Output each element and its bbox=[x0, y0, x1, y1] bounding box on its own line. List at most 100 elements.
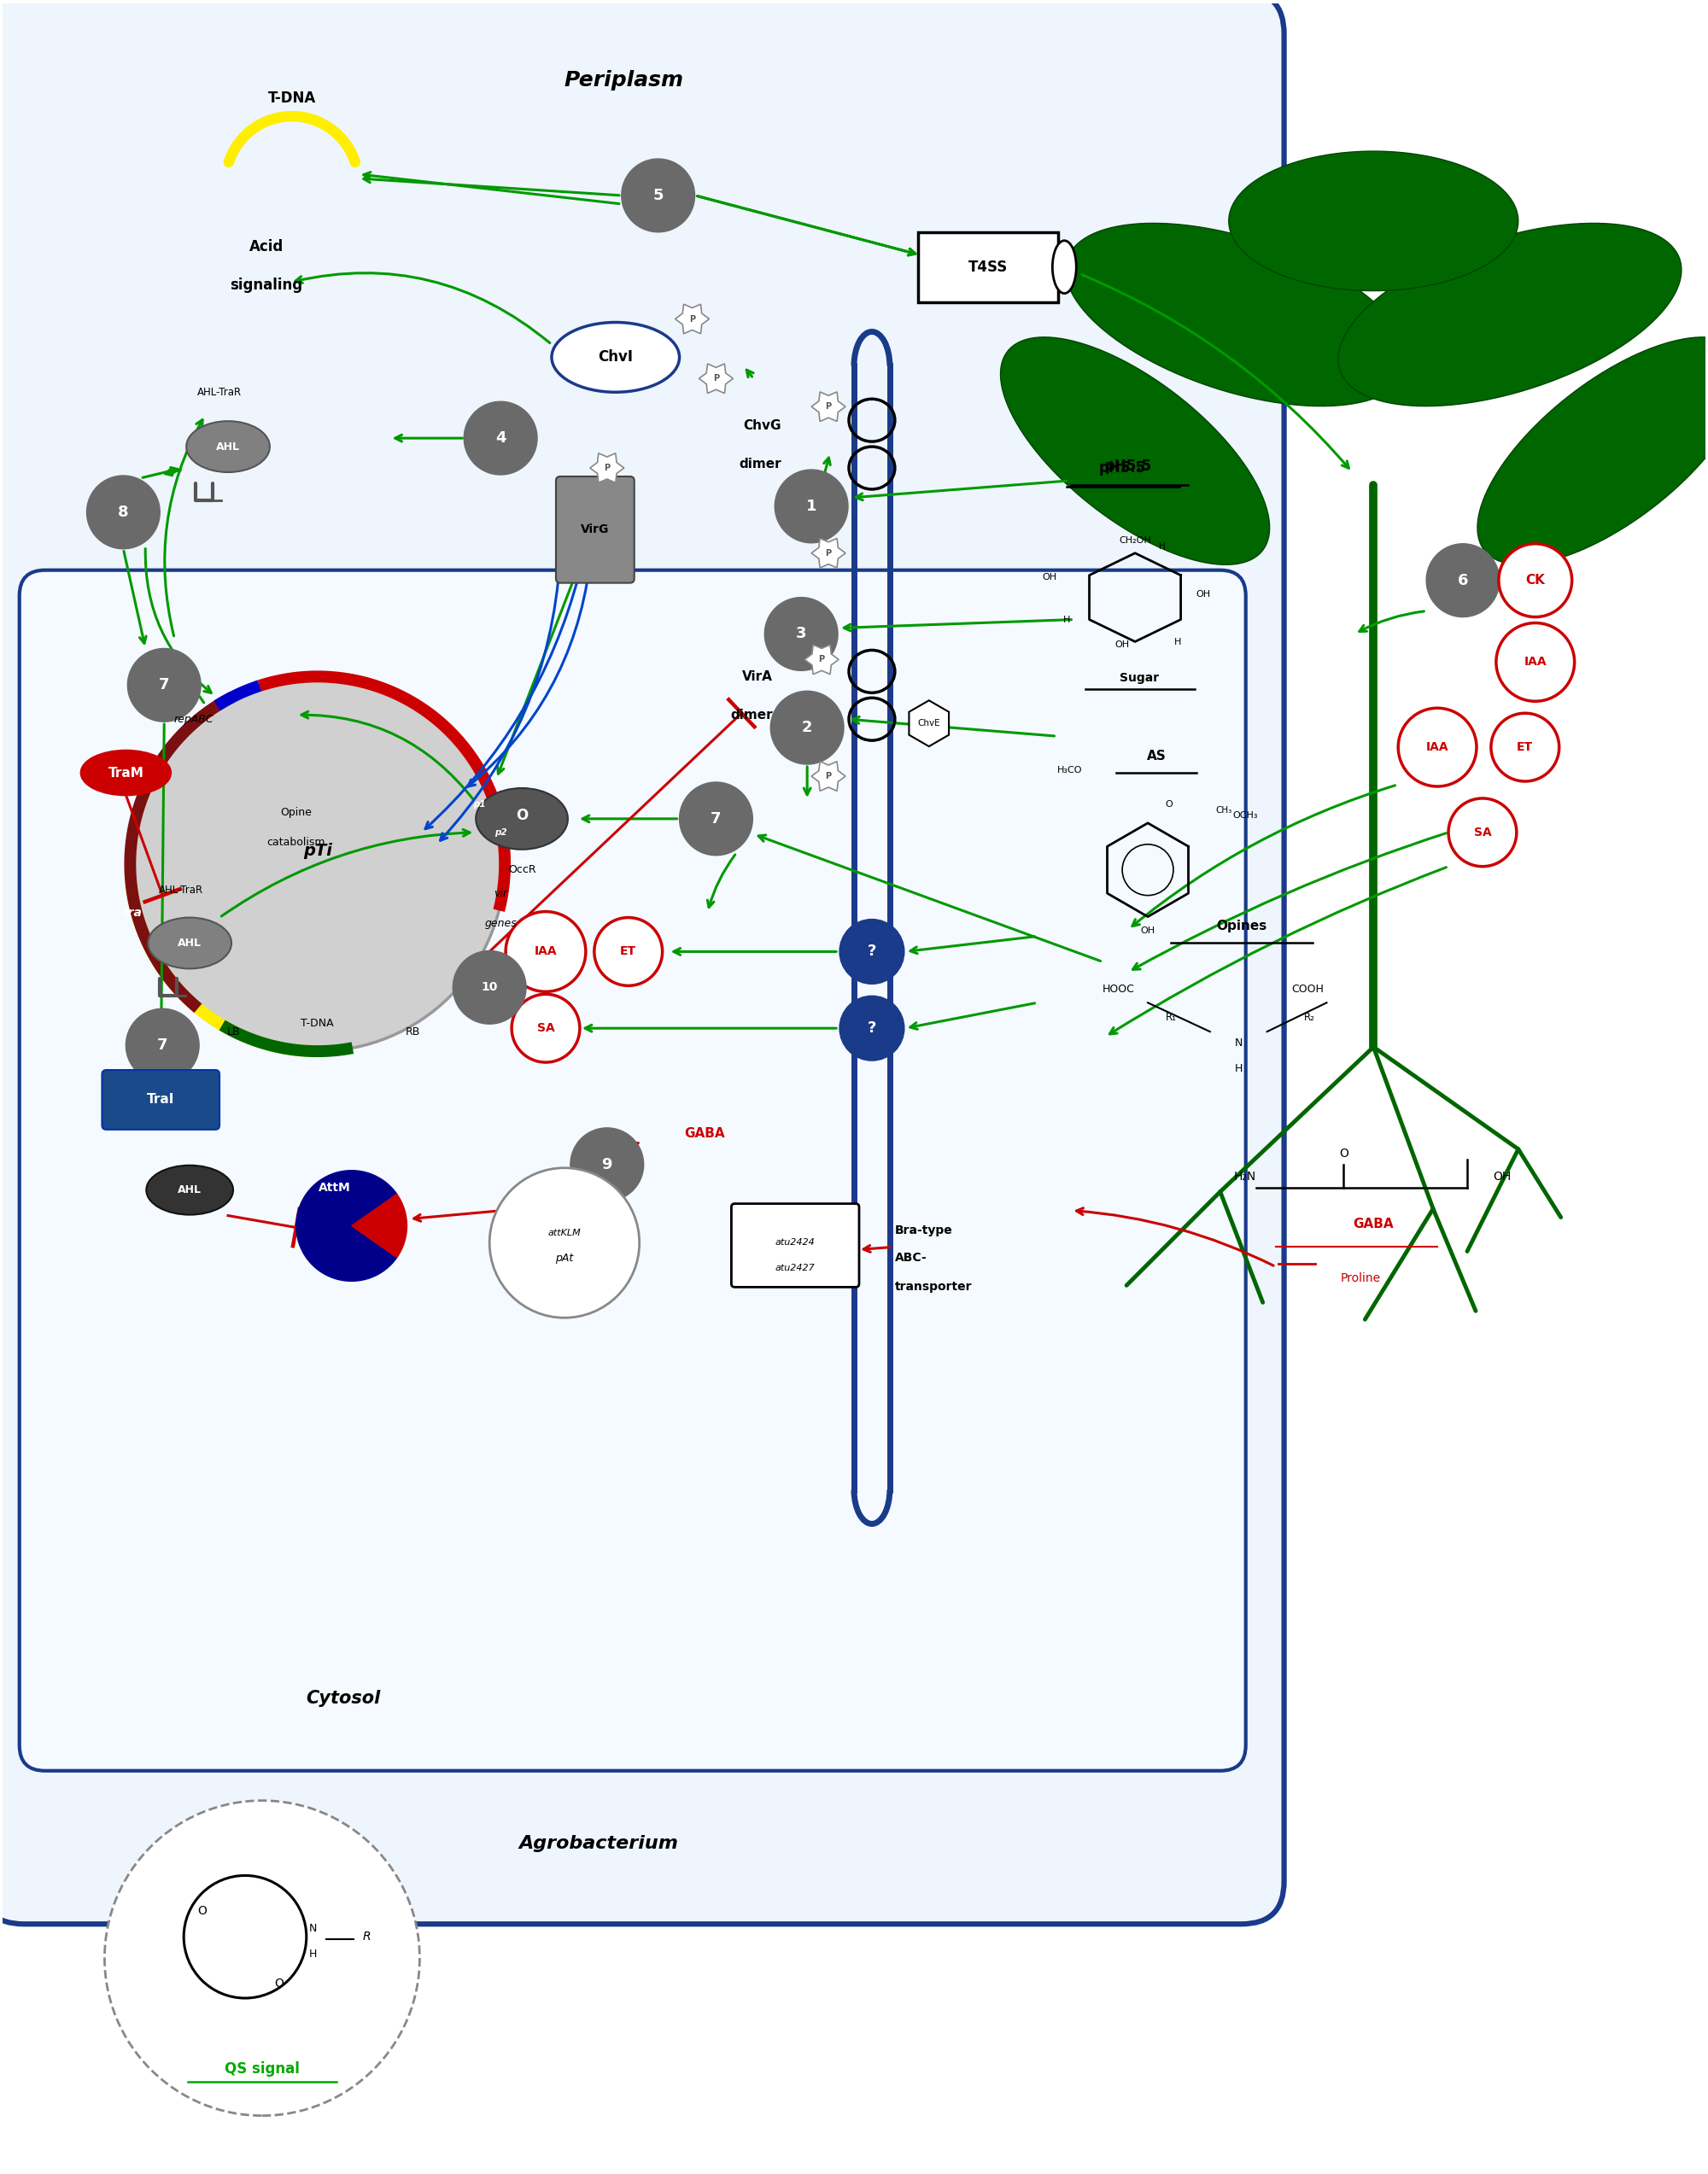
Text: O: O bbox=[275, 1978, 284, 1989]
Text: TraI: TraI bbox=[147, 1094, 174, 1107]
Circle shape bbox=[490, 1167, 639, 1317]
Text: H₃CO: H₃CO bbox=[1057, 765, 1083, 774]
Text: IAA: IAA bbox=[1426, 741, 1448, 752]
Text: 8: 8 bbox=[118, 504, 128, 520]
Circle shape bbox=[128, 648, 202, 722]
Text: catabolism: catabolism bbox=[266, 837, 326, 848]
Circle shape bbox=[506, 911, 586, 991]
Circle shape bbox=[622, 159, 695, 233]
Text: H: H bbox=[1160, 541, 1165, 550]
Ellipse shape bbox=[552, 322, 680, 391]
Polygon shape bbox=[1066, 224, 1409, 407]
Polygon shape bbox=[675, 304, 709, 333]
Text: VirG: VirG bbox=[581, 524, 610, 535]
Text: OccR: OccR bbox=[507, 863, 536, 874]
Text: attKLM: attKLM bbox=[548, 1228, 581, 1237]
Text: QS signal: QS signal bbox=[224, 2061, 299, 2076]
Circle shape bbox=[775, 470, 849, 544]
Text: GABA: GABA bbox=[685, 1128, 726, 1139]
Text: AttM: AttM bbox=[318, 1180, 350, 1194]
Text: OH: OH bbox=[1196, 589, 1211, 598]
FancyBboxPatch shape bbox=[917, 233, 1059, 302]
Circle shape bbox=[1491, 713, 1559, 780]
Text: p1: p1 bbox=[473, 800, 485, 809]
Text: repABC: repABC bbox=[174, 713, 214, 724]
Text: P: P bbox=[818, 654, 825, 663]
Text: H: H bbox=[1173, 639, 1182, 648]
Text: Cytosol: Cytosol bbox=[306, 1689, 381, 1707]
Text: dimer: dimer bbox=[731, 709, 774, 722]
Ellipse shape bbox=[1052, 241, 1076, 293]
Text: pH5.5: pH5.5 bbox=[1098, 461, 1146, 476]
Text: AHL-TraR: AHL-TraR bbox=[159, 885, 203, 896]
Circle shape bbox=[680, 783, 753, 854]
Text: O: O bbox=[198, 1904, 207, 1917]
Text: p2: p2 bbox=[494, 828, 507, 837]
Text: ChvE: ChvE bbox=[917, 720, 941, 728]
Circle shape bbox=[104, 1800, 420, 2115]
Text: ChvG: ChvG bbox=[743, 420, 782, 433]
Text: T-DNA: T-DNA bbox=[268, 91, 316, 107]
Text: atu2424: atu2424 bbox=[775, 1239, 815, 1248]
Text: genes: genes bbox=[485, 917, 518, 928]
Ellipse shape bbox=[477, 789, 567, 850]
Text: Proline: Proline bbox=[1341, 1272, 1380, 1285]
Text: 7: 7 bbox=[711, 811, 721, 826]
Text: Periplasm: Periplasm bbox=[564, 70, 683, 91]
Text: HOOC: HOOC bbox=[1103, 983, 1136, 996]
Ellipse shape bbox=[147, 1165, 234, 1215]
Polygon shape bbox=[1337, 224, 1681, 407]
Text: TraM: TraM bbox=[108, 767, 143, 778]
Text: ChvI: ChvI bbox=[598, 350, 634, 365]
Circle shape bbox=[840, 920, 904, 985]
Text: OH: OH bbox=[1141, 926, 1155, 935]
Text: P: P bbox=[688, 315, 695, 324]
Polygon shape bbox=[811, 539, 845, 567]
Text: N: N bbox=[309, 1922, 318, 1935]
Text: OH: OH bbox=[1042, 572, 1057, 580]
Circle shape bbox=[87, 476, 161, 548]
Circle shape bbox=[840, 996, 904, 1061]
Text: O: O bbox=[1165, 800, 1173, 809]
Text: OH: OH bbox=[1493, 1170, 1512, 1183]
Text: OCH₃: OCH₃ bbox=[1233, 811, 1259, 820]
Text: ET: ET bbox=[620, 946, 637, 957]
Text: Bra-type: Bra-type bbox=[895, 1224, 953, 1237]
Circle shape bbox=[765, 598, 839, 670]
Text: 3: 3 bbox=[796, 626, 806, 641]
Text: vir: vir bbox=[494, 889, 507, 900]
Text: H: H bbox=[1235, 1063, 1243, 1074]
Text: N: N bbox=[1235, 1037, 1243, 1048]
Text: T-DNA: T-DNA bbox=[301, 1017, 335, 1028]
FancyBboxPatch shape bbox=[555, 476, 634, 583]
FancyBboxPatch shape bbox=[102, 1070, 220, 1130]
Circle shape bbox=[465, 402, 538, 474]
Text: 5: 5 bbox=[652, 187, 663, 202]
Text: AHL: AHL bbox=[217, 441, 241, 452]
Text: transporter: transporter bbox=[895, 1280, 972, 1294]
Text: P: P bbox=[712, 374, 719, 383]
Text: H: H bbox=[309, 1948, 318, 1959]
Text: AHL: AHL bbox=[178, 937, 202, 948]
Text: P: P bbox=[605, 463, 610, 472]
Text: P: P bbox=[825, 548, 832, 557]
Text: R₂: R₂ bbox=[1305, 1011, 1315, 1022]
Text: RB: RB bbox=[405, 1026, 420, 1037]
Polygon shape bbox=[811, 391, 845, 422]
Polygon shape bbox=[811, 761, 845, 791]
Text: O: O bbox=[516, 809, 528, 824]
Text: COOH: COOH bbox=[1291, 983, 1324, 996]
Text: OH: OH bbox=[1115, 641, 1129, 650]
Polygon shape bbox=[589, 452, 623, 483]
Wedge shape bbox=[295, 1170, 396, 1280]
Text: Acid: Acid bbox=[249, 239, 284, 254]
Text: H: H bbox=[1064, 615, 1071, 624]
Text: VirA: VirA bbox=[743, 670, 774, 683]
Circle shape bbox=[130, 676, 506, 1052]
Text: ABC-: ABC- bbox=[895, 1252, 927, 1263]
Text: IAA: IAA bbox=[1524, 657, 1547, 667]
Text: ET: ET bbox=[1517, 741, 1534, 752]
Text: SA: SA bbox=[536, 1022, 555, 1035]
Polygon shape bbox=[909, 700, 950, 746]
Text: Opine: Opine bbox=[280, 807, 313, 817]
